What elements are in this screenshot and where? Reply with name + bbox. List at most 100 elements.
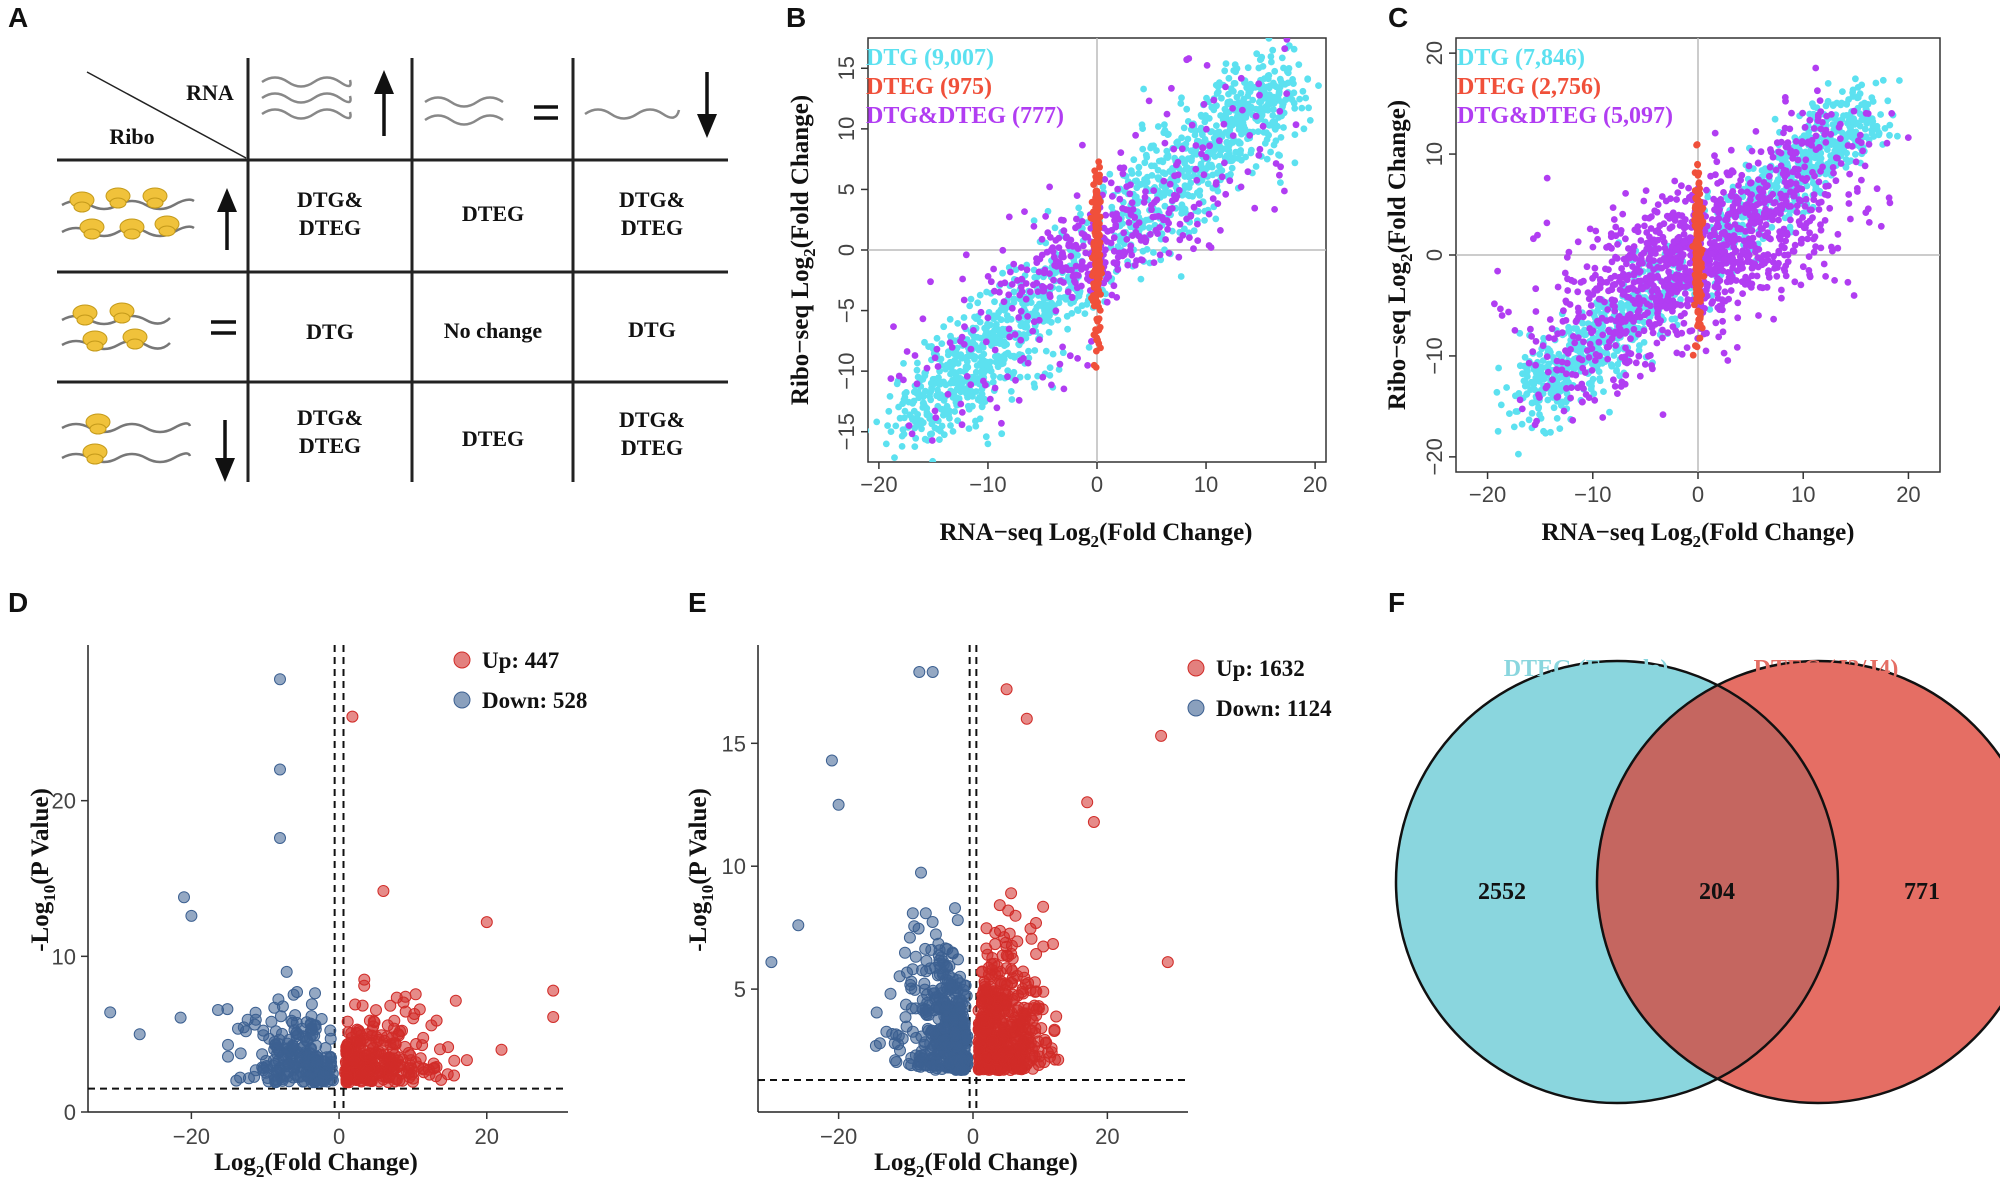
dtg-dteg-point — [1525, 359, 1533, 367]
dtg-point — [1523, 391, 1530, 398]
dtg-point — [1531, 386, 1538, 394]
dtg-dteg-point — [1657, 317, 1664, 325]
dtg-point — [1156, 189, 1164, 197]
dtg-dteg-point — [1702, 347, 1710, 355]
panel-letter-f: F — [1388, 587, 1405, 618]
dtg-dteg-point — [1805, 253, 1813, 260]
dtg-dteg-point — [1729, 254, 1736, 262]
dtg-dteg-point — [944, 390, 952, 398]
dtg-dteg-point — [1229, 105, 1236, 112]
dtg-point — [913, 366, 921, 374]
dtg-point — [1233, 93, 1241, 101]
dtg-dteg-point — [1570, 278, 1578, 285]
dtg-dteg-point — [1216, 137, 1223, 145]
dtg-point — [961, 385, 968, 393]
dtg-dteg-point — [1583, 263, 1591, 271]
dtg-dteg-point — [1623, 260, 1630, 268]
dtg-dteg-point — [1052, 237, 1060, 244]
dtg-point — [1768, 223, 1776, 231]
dtg-dteg-point — [1779, 230, 1786, 238]
dtg-point — [1155, 157, 1163, 165]
dtg-dteg-point — [1775, 259, 1782, 267]
dtg-point — [1704, 193, 1712, 201]
dtg-point — [1843, 101, 1851, 108]
dtg-dteg-point — [1746, 227, 1754, 235]
dtg-dteg-point — [1747, 179, 1754, 187]
dtg-point — [1260, 86, 1268, 94]
dtg-dteg-point — [1742, 273, 1749, 281]
x-tick-label: 0 — [1091, 472, 1103, 497]
dtg-dteg-point — [1767, 146, 1774, 153]
dtg-point — [884, 422, 891, 429]
up-outlier-point — [495, 1043, 508, 1056]
dtg-dteg-point — [959, 275, 966, 283]
dtg-point — [1550, 387, 1558, 395]
dtg-dteg-point — [1647, 302, 1654, 310]
dtg-dteg-point — [1568, 384, 1575, 391]
dtg-dteg-point — [1830, 169, 1837, 177]
dtg-dteg-point — [1829, 247, 1836, 255]
dtg-dteg-point — [1251, 204, 1259, 212]
dtg-dteg-point — [1210, 96, 1218, 104]
dtg-dteg-point — [1611, 307, 1619, 315]
dtg-point — [972, 417, 979, 425]
up-point — [368, 1016, 381, 1029]
dtg-dteg-point — [1074, 355, 1081, 362]
dteg-point — [1092, 204, 1099, 211]
dtg-dteg-point — [1605, 242, 1613, 250]
dtg-point — [1211, 153, 1219, 160]
dtg-dteg-point — [1643, 239, 1651, 247]
dtg-point — [1540, 334, 1547, 342]
dtg-point — [1225, 74, 1233, 82]
dtg-dteg-point — [1047, 234, 1054, 241]
dtg-dteg-point — [1618, 265, 1625, 272]
dtg-point — [1300, 125, 1308, 133]
dtg-dteg-point — [1659, 411, 1667, 418]
dtg-point — [1201, 136, 1209, 143]
legend-dteg: DTEG (2,756) — [1457, 74, 1601, 100]
dtg-dteg-point — [1814, 111, 1822, 119]
dtg-dteg-point — [1734, 299, 1742, 307]
dtg-dteg-point — [1071, 277, 1078, 285]
dtg-dteg-point — [1589, 274, 1596, 282]
dtg-dteg-point — [1563, 253, 1571, 261]
panel-letter-b: B — [786, 2, 806, 33]
dtg-dteg-point — [1491, 300, 1498, 308]
dtg-dteg-point — [1715, 262, 1723, 270]
dteg-point — [1693, 141, 1701, 148]
dtg-dteg-point — [928, 437, 936, 444]
dtg-dteg-point — [1052, 307, 1060, 315]
down-outlier-point — [178, 891, 190, 904]
dtg-dteg-point — [1560, 307, 1567, 315]
dtg-dteg-point — [1024, 359, 1032, 367]
dtg-point — [1550, 404, 1558, 412]
dtg-dteg-point — [911, 352, 919, 359]
dtg-dteg-point — [913, 380, 921, 388]
dtg-dteg-point — [1532, 361, 1539, 369]
dtg-dteg-point — [1804, 235, 1811, 243]
dtg-dteg-point — [1770, 315, 1777, 323]
dtg-dteg-point — [1190, 245, 1197, 253]
cell-r1-c1-line1: DTG& — [297, 187, 363, 212]
dtg-dteg-point — [1203, 62, 1211, 69]
dtg-dteg-point — [1195, 200, 1203, 208]
dtg-dteg-point — [1854, 188, 1861, 195]
header-ribo: Ribo — [109, 124, 154, 149]
dtg-dteg-point — [1715, 215, 1723, 222]
dtg-dteg-point — [1598, 314, 1606, 322]
dtg-dteg-point — [1705, 265, 1713, 273]
cell-r3-c3: DTG& DTEG — [619, 407, 685, 460]
dtg-point — [1758, 167, 1766, 174]
dtg-dteg-point — [1574, 304, 1582, 312]
dtg-dteg-point — [1041, 266, 1049, 274]
dtg-dteg-point — [1017, 336, 1025, 344]
dtg-dteg-point — [1580, 338, 1587, 346]
dteg-point — [1092, 177, 1100, 184]
dtg-point — [1085, 344, 1093, 351]
dtg-dteg-point — [1008, 304, 1016, 312]
dtg-dteg-point — [1127, 181, 1134, 189]
dtg-dteg-point — [1747, 196, 1754, 204]
dtg-dteg-point — [1729, 264, 1736, 272]
dtg-point — [1668, 315, 1676, 323]
dtg-dteg-point — [1685, 195, 1693, 202]
